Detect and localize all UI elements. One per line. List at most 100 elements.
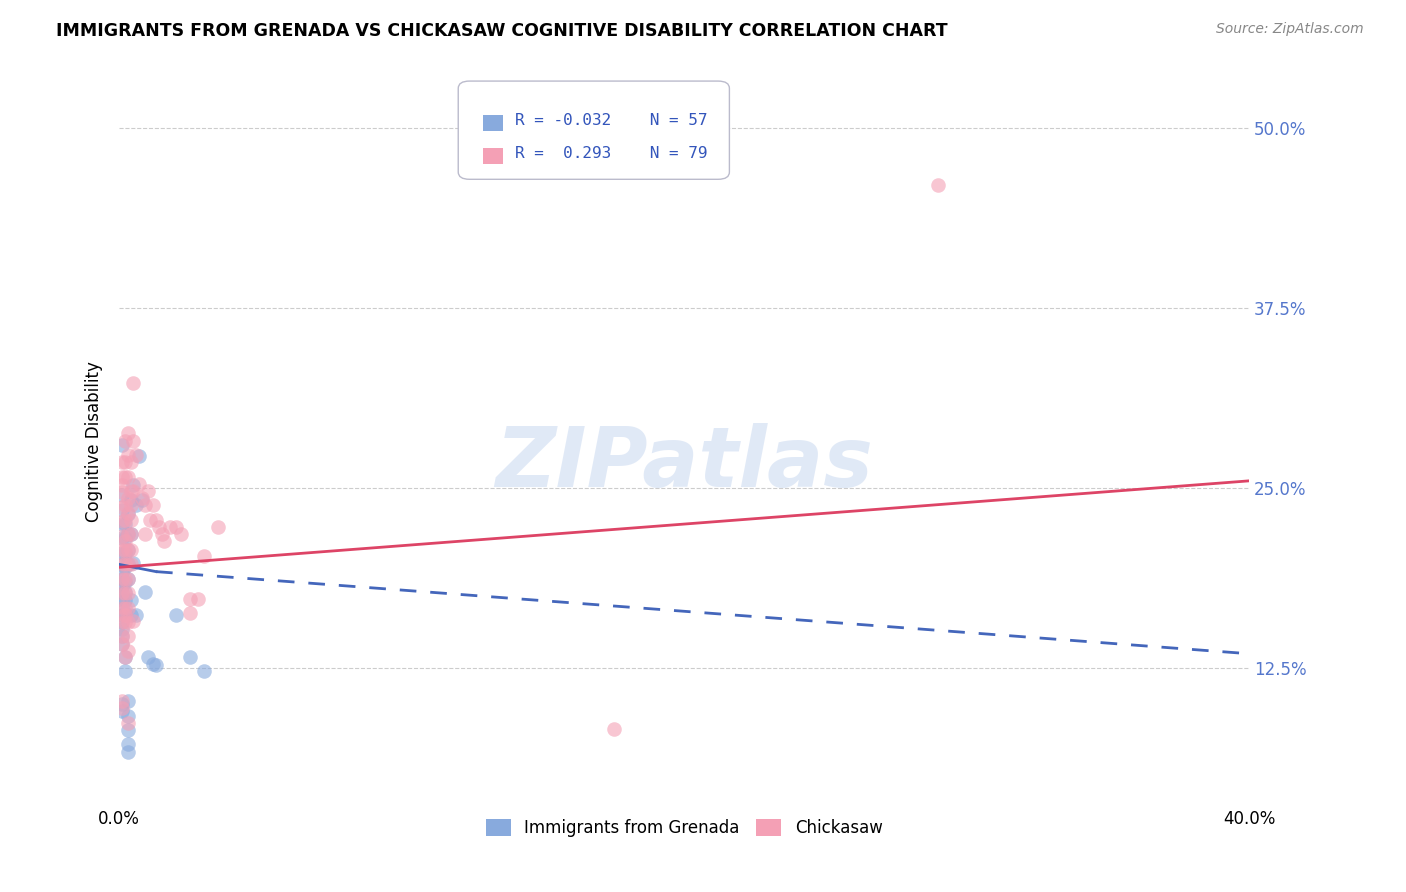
Point: [117, 723, 139, 737]
Point: [159, 520, 181, 534]
Point: [111, 697, 134, 711]
Point: [165, 607, 187, 622]
Point: [142, 499, 165, 513]
FancyBboxPatch shape: [458, 81, 730, 179]
Point: [120, 492, 142, 507]
Point: [114, 513, 136, 527]
Point: [179, 649, 201, 664]
Point: [117, 715, 139, 730]
Point: [111, 438, 134, 452]
Text: R = -0.032    N = 57: R = -0.032 N = 57: [515, 113, 707, 128]
Point: [111, 485, 134, 500]
Point: [117, 558, 139, 572]
Point: [111, 579, 134, 593]
Point: [117, 630, 139, 644]
Point: [111, 558, 134, 572]
Text: ZIPatlas: ZIPatlas: [495, 423, 873, 504]
Point: [111, 478, 134, 492]
Point: [111, 500, 134, 514]
Point: [111, 558, 134, 572]
Point: [117, 572, 139, 586]
Point: [114, 607, 136, 621]
Point: [117, 448, 139, 462]
Point: [111, 528, 134, 542]
Point: [111, 543, 134, 558]
Point: [193, 549, 215, 563]
Point: [122, 483, 145, 498]
Point: [111, 630, 134, 644]
Point: [114, 499, 136, 513]
Point: [134, 584, 156, 599]
Point: [117, 644, 139, 658]
Legend: Immigrants from Grenada, Chickasaw: Immigrants from Grenada, Chickasaw: [479, 813, 889, 844]
Point: [117, 491, 139, 505]
Point: [111, 600, 134, 615]
Point: [117, 615, 139, 629]
Point: [114, 649, 136, 664]
Point: [117, 745, 139, 759]
Point: [120, 499, 142, 513]
Point: [111, 637, 134, 651]
Point: [117, 600, 139, 615]
Point: [120, 483, 142, 498]
Point: [187, 592, 209, 607]
Point: [120, 527, 142, 541]
Point: [111, 517, 134, 532]
Point: [117, 558, 139, 572]
Point: [120, 455, 142, 469]
Point: [150, 527, 173, 541]
Point: [111, 586, 134, 600]
Point: [120, 593, 142, 607]
Point: [114, 607, 136, 622]
Point: [111, 593, 134, 607]
FancyBboxPatch shape: [484, 148, 503, 164]
Text: R =  0.293    N = 79: R = 0.293 N = 79: [515, 146, 707, 161]
Point: [114, 584, 136, 599]
Point: [111, 607, 134, 622]
Point: [114, 649, 136, 664]
Point: [114, 560, 136, 574]
Point: [117, 738, 139, 752]
Point: [128, 476, 150, 491]
Point: [131, 492, 153, 507]
Point: [114, 664, 136, 678]
Point: [125, 607, 148, 622]
Point: [927, 178, 949, 193]
Point: [111, 637, 134, 651]
Point: [111, 586, 134, 600]
Point: [145, 513, 167, 527]
Point: [134, 499, 156, 513]
Point: [111, 502, 134, 516]
Point: [117, 572, 139, 586]
Point: [111, 622, 134, 636]
Point: [120, 543, 142, 558]
Point: [117, 469, 139, 483]
Point: [179, 592, 201, 607]
Point: [120, 558, 142, 572]
Point: [111, 546, 134, 560]
Point: [114, 434, 136, 448]
Point: [111, 572, 134, 586]
Point: [120, 513, 142, 527]
Point: [602, 722, 624, 736]
Point: [193, 664, 215, 678]
Point: [125, 448, 148, 462]
Point: [111, 565, 134, 579]
Point: [111, 694, 134, 708]
Point: [207, 520, 229, 534]
Point: [111, 455, 134, 469]
FancyBboxPatch shape: [484, 114, 503, 130]
Point: [117, 694, 139, 708]
Y-axis label: Cognitive Disability: Cognitive Disability: [86, 360, 103, 522]
Point: [148, 520, 170, 534]
Point: [122, 614, 145, 628]
Point: [114, 543, 136, 558]
Point: [111, 488, 134, 502]
Point: [136, 649, 159, 664]
Point: [179, 607, 201, 621]
Point: [125, 499, 148, 513]
Point: [131, 491, 153, 505]
Point: [114, 469, 136, 483]
Point: [114, 558, 136, 572]
Point: [111, 469, 134, 483]
